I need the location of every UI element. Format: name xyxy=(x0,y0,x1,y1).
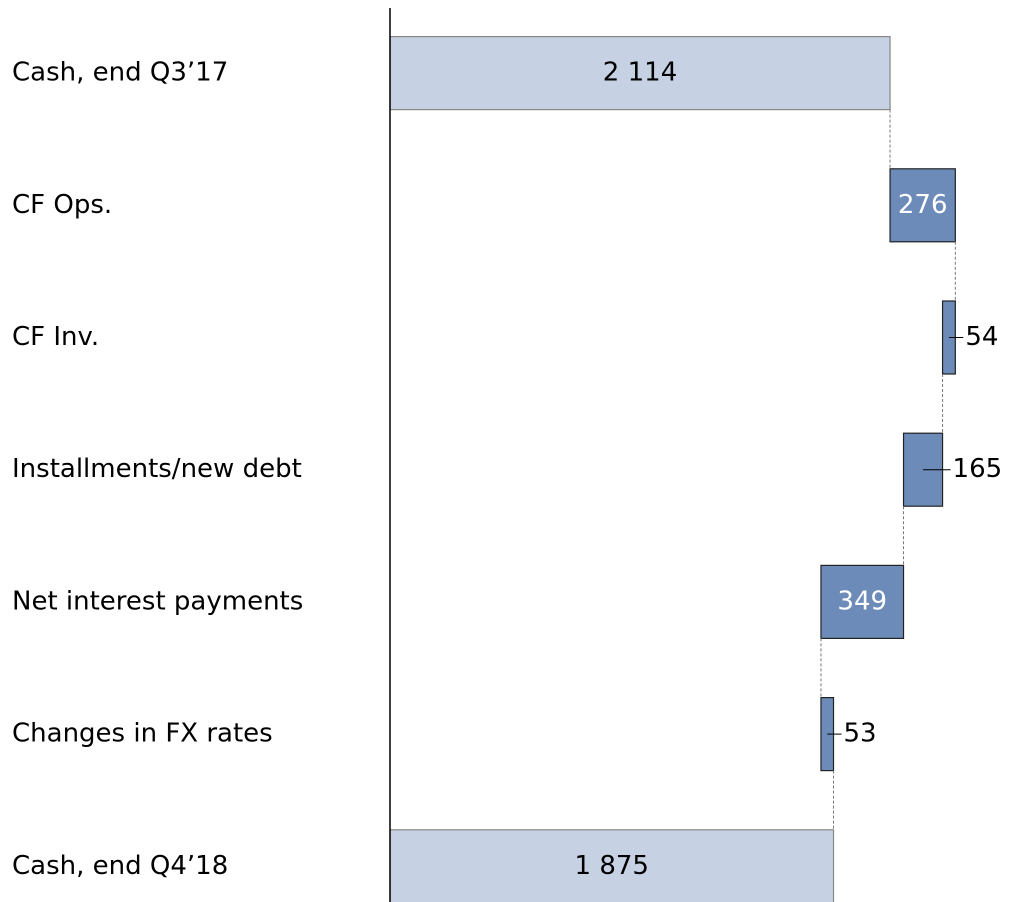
bar xyxy=(889,168,956,243)
category-label: CF Inv. xyxy=(12,322,99,352)
bar xyxy=(820,564,905,640)
category-label: Cash, end Q4’18 xyxy=(12,851,228,881)
category-label: Cash, end Q3’17 xyxy=(12,58,228,88)
value-label: 1 875 xyxy=(575,851,649,881)
bar xyxy=(389,35,891,111)
value-label: 276 xyxy=(898,190,948,220)
value-label: 53 xyxy=(844,719,877,749)
bar xyxy=(389,829,835,902)
category-label: Net interest payments xyxy=(12,586,303,616)
value-label: 165 xyxy=(953,454,1003,484)
value-label: 2 114 xyxy=(603,58,677,88)
category-label: Installments/new debt xyxy=(12,454,302,484)
value-label: 349 xyxy=(837,586,887,616)
category-label: CF Ops. xyxy=(12,190,112,220)
category-label: Changes in FX rates xyxy=(12,719,273,749)
value-label: 54 xyxy=(965,322,998,352)
